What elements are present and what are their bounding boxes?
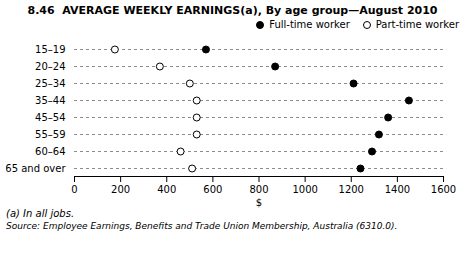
svg-text:800: 800 xyxy=(249,184,268,195)
svg-text:200: 200 xyxy=(111,184,130,195)
html-text:Part-time worker: Part-time worker xyxy=(375,19,459,30)
html-text:8.46 AVERAGE WEEKLY EARNINGS(a: 8.46 AVERAGE WEEKLY EARNINGS(a), By age … xyxy=(27,4,438,17)
svg-text:55–59: 55–59 xyxy=(35,129,65,140)
svg-text:15–19: 15–19 xyxy=(35,44,65,55)
svg-text:35–44: 35–44 xyxy=(35,95,65,106)
html-text:Full-time worker: Full-time worker xyxy=(269,19,350,30)
svg-text:400: 400 xyxy=(157,184,176,195)
svg-text:1200: 1200 xyxy=(339,184,364,195)
svg-text:$: $ xyxy=(256,197,262,208)
html-text:Source: Employee Earnings, Ben: Source: Employee Earnings, Benefits and … xyxy=(6,221,398,231)
svg-text:1000: 1000 xyxy=(292,184,317,195)
svg-text:65 and over: 65 and over xyxy=(6,163,66,174)
svg-text:20–24: 20–24 xyxy=(35,61,65,72)
svg-text:0: 0 xyxy=(71,184,77,195)
svg-text:45–54: 45–54 xyxy=(35,112,65,123)
svg-text:60–64: 60–64 xyxy=(35,146,65,157)
svg-text:1400: 1400 xyxy=(385,184,410,195)
svg-text:25–34: 25–34 xyxy=(35,78,65,89)
svg-text:600: 600 xyxy=(203,184,222,195)
html-text:(a) In all jobs.: (a) In all jobs. xyxy=(6,208,75,219)
svg-text:1600: 1600 xyxy=(431,184,456,195)
